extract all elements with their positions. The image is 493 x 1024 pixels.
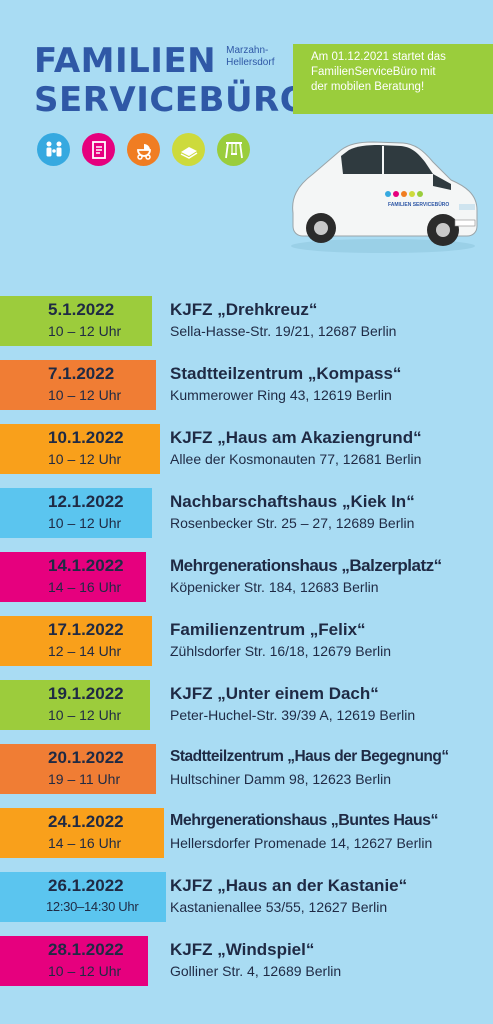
logo-region-line2: Hellersdorf [226, 57, 275, 68]
entry-time: 10 – 12 Uhr [48, 515, 122, 531]
schedule-entry: 24.1.2022 14 – 16 Uhr Mehrgenerationshau… [0, 808, 493, 858]
entry-venue: KJFZ „Windspiel“ [170, 940, 315, 959]
schedule-entry: 12.1.2022 10 – 12 Uhr Nachbarschaftshaus… [0, 488, 493, 538]
notice-line3: der mobilen Beratung! [311, 81, 425, 93]
entry-time: 10 – 12 Uhr [48, 387, 122, 403]
entry-address: Kummerower Ring 43, 12619 Berlin [170, 387, 392, 403]
entry-date: 10.1.2022 [48, 428, 124, 447]
notice-line1: Am 01.12.2021 startet das [311, 51, 446, 63]
date-band [0, 616, 152, 666]
entry-time: 19 – 11 Uhr [48, 771, 121, 787]
entry-date: 14.1.2022 [48, 556, 124, 575]
entry-time: 14 – 16 Uhr [48, 835, 122, 851]
entry-date: 26.1.2022 [48, 876, 124, 895]
date-band [0, 424, 160, 474]
entry-time: 12:30–14:30 Uhr [46, 899, 139, 914]
entry-date: 7.1.2022 [48, 364, 115, 383]
entry-address: Zühlsdorfer Str. 16/18, 12679 Berlin [170, 643, 392, 659]
entry-date: 17.1.2022 [48, 620, 124, 639]
date-band [0, 872, 166, 922]
entry-address: Sella-Hasse-Str. 19/21, 12687 Berlin [170, 323, 397, 339]
schedule-entry: 17.1.2022 12 – 14 Uhr Familienzentrum „F… [0, 616, 493, 666]
date-band [0, 680, 150, 730]
entry-address: Hellersdorfer Promenade 14, 12627 Berlin [170, 835, 433, 851]
schedule-entry: 20.1.2022 19 – 11 Uhr Stadtteilzentrum „… [0, 744, 493, 794]
entry-date: 5.1.2022 [48, 300, 115, 319]
schedule-entry: 5.1.2022 10 – 12 Uhr KJFZ „Drehkreuz“ Se… [0, 296, 493, 346]
schedule-entry: 10.1.2022 10 – 12 Uhr KJFZ „Haus am Akaz… [0, 424, 493, 474]
launch-notice: Am 01.12.2021 startet das FamilienServic… [293, 44, 493, 114]
entry-date: 24.1.2022 [48, 812, 124, 831]
entry-time: 10 – 12 Uhr [48, 707, 122, 723]
entry-address: Peter-Huchel-Str. 39/39 A, 12619 Berlin [170, 707, 416, 723]
entry-time: 10 – 12 Uhr [48, 963, 122, 979]
entry-venue: Mehrgenerationshaus „Balzerplatz“ [170, 556, 442, 575]
schedule-entry: 14.1.2022 14 – 16 Uhr Mehrgenerationshau… [0, 552, 493, 602]
entry-address: Köpenicker Str. 184, 12683 Berlin [170, 579, 379, 595]
schedule-entry: 28.1.2022 10 – 12 Uhr KJFZ „Windspiel“ G… [0, 936, 493, 986]
car-door-text: FAMILIEN SERVICEBÜRO [388, 201, 449, 208]
icon-row [37, 133, 250, 166]
logo-familien: FAMILIEN [34, 41, 217, 81]
entry-venue: KJFZ „Drehkreuz“ [170, 300, 318, 319]
entry-time: 10 – 12 Uhr [48, 451, 122, 467]
date-band [0, 744, 156, 794]
entry-address: Golliner Str. 4, 12689 Berlin [170, 963, 342, 979]
entry-time: 14 – 16 Uhr [48, 579, 122, 595]
schedule-entry: 7.1.2022 10 – 12 Uhr Stadtteilzentrum „K… [0, 360, 493, 410]
swing-icon [217, 133, 250, 166]
stroller-icon [127, 133, 160, 166]
date-band [0, 360, 156, 410]
entry-venue: Stadtteilzentrum „Haus der Begegnung“ [170, 748, 449, 765]
schedule-entry: 26.1.2022 12:30–14:30 Uhr KJFZ „Haus an … [0, 872, 493, 922]
entry-time: 12 – 14 Uhr [48, 643, 122, 659]
entry-venue: Familienzentrum „Felix“ [170, 620, 366, 639]
entry-venue: KJFZ „Haus an der Kastanie“ [170, 876, 408, 895]
entry-address: Hultschiner Damm 98, 12623 Berlin [170, 771, 391, 787]
notice-line2: FamilienServiceBüro mit [311, 66, 436, 78]
entry-date: 12.1.2022 [48, 492, 124, 511]
family-icon [37, 133, 70, 166]
entry-venue: Stadtteilzentrum „Kompass“ [170, 364, 402, 383]
entry-venue: Nachbarschaftshaus „Kiek In“ [170, 492, 415, 511]
logo-region: Marzahn- Hellersdorf [226, 45, 274, 69]
logo-region-line1: Marzahn- [226, 45, 269, 56]
entry-venue: KJFZ „Unter einem Dach“ [170, 684, 379, 703]
entry-address: Rosenbecker Str. 25 – 27, 12689 Berlin [170, 515, 415, 531]
date-band [0, 488, 152, 538]
document-icon [82, 133, 115, 166]
entry-date: 20.1.2022 [48, 748, 124, 767]
book-icon [172, 133, 205, 166]
logo-servicebuero: SERVICEBÜRO [34, 80, 310, 120]
entry-venue: KJFZ „Haus am Akaziengrund“ [170, 428, 422, 447]
logo: FAMILIEN Marzahn- Hellersdorf SERVICEBÜR… [34, 42, 309, 120]
entry-address: Allee der Kosmonauten 77, 12681 Berlin [170, 451, 422, 467]
entry-date: 19.1.2022 [48, 684, 124, 703]
date-band [0, 936, 148, 986]
date-band [0, 808, 164, 858]
schedule-entry: 19.1.2022 10 – 12 Uhr KJFZ „Unter einem … [0, 680, 493, 730]
entry-venue: Mehrgenerationshaus „Buntes Haus“ [170, 812, 439, 829]
entry-time: 10 – 12 Uhr [48, 323, 122, 339]
date-band [0, 552, 146, 602]
entry-address: Kastanienallee 53/55, 12627 Berlin [170, 899, 388, 915]
date-band [0, 296, 152, 346]
entry-date: 28.1.2022 [48, 940, 124, 959]
mobile-service-car-image: FAMILIEN SERVICEBÜRO [291, 141, 478, 253]
